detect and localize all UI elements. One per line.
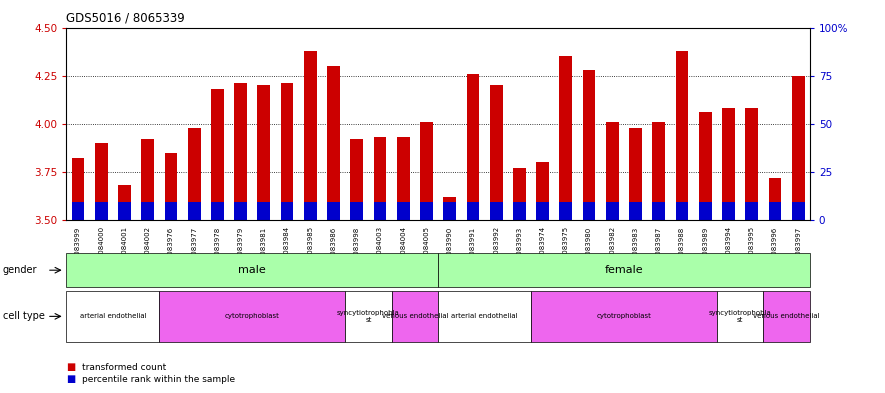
Bar (513, 168, 526, 220)
Text: syncytiotrophobla
st: syncytiotrophobla st (709, 310, 772, 323)
Bar (350, 139, 363, 220)
Text: arterial endothelial: arterial endothelial (80, 313, 146, 320)
Bar (536, 162, 549, 220)
Bar (188, 128, 201, 220)
Bar (373, 137, 387, 220)
Bar (606, 122, 619, 220)
Bar (420, 202, 433, 220)
Bar (142, 139, 154, 220)
Bar (722, 202, 735, 220)
Bar (629, 128, 642, 220)
Text: syncytiotrophobla
st: syncytiotrophobla st (337, 310, 400, 323)
Bar (768, 202, 781, 220)
Bar (582, 70, 596, 220)
Bar (396, 137, 410, 220)
Bar (281, 83, 294, 220)
Bar (118, 185, 131, 220)
Bar (722, 108, 735, 220)
Text: transformed count: transformed count (82, 363, 166, 372)
Text: cytotrophoblast: cytotrophoblast (225, 313, 280, 320)
Bar (536, 202, 549, 220)
Bar (792, 202, 804, 220)
Bar (327, 202, 340, 220)
Bar (95, 202, 108, 220)
Bar (188, 202, 201, 220)
Bar (768, 178, 781, 220)
Bar (373, 202, 387, 220)
Bar (559, 202, 573, 220)
Bar (235, 202, 247, 220)
Bar (142, 202, 154, 220)
Text: female: female (604, 265, 643, 275)
Bar (652, 202, 666, 220)
Bar (235, 83, 247, 220)
Text: percentile rank within the sample: percentile rank within the sample (82, 375, 235, 384)
Text: venous endothelial: venous endothelial (381, 313, 448, 320)
Bar (443, 202, 456, 220)
Bar (211, 89, 224, 220)
Bar (118, 202, 131, 220)
Bar (396, 202, 410, 220)
Bar (211, 202, 224, 220)
Bar (699, 112, 712, 220)
Bar (165, 202, 177, 220)
Bar (443, 197, 456, 220)
Bar (304, 202, 317, 220)
Bar (95, 143, 108, 220)
Bar (165, 152, 177, 220)
Bar (489, 85, 503, 220)
Bar (629, 202, 642, 220)
Bar (792, 75, 804, 220)
Bar (72, 158, 84, 220)
Bar (466, 74, 480, 220)
Text: GDS5016 / 8065339: GDS5016 / 8065339 (66, 12, 185, 25)
Bar (513, 202, 526, 220)
Text: male: male (238, 265, 266, 275)
Bar (281, 202, 294, 220)
Bar (258, 202, 270, 220)
Text: ■: ■ (66, 362, 75, 373)
Bar (675, 202, 689, 220)
Bar (652, 122, 666, 220)
Bar (745, 108, 758, 220)
Text: cytotrophoblast: cytotrophoblast (596, 313, 651, 320)
Bar (350, 202, 363, 220)
Bar (327, 66, 340, 220)
Bar (466, 202, 480, 220)
Text: gender: gender (3, 265, 37, 275)
Bar (72, 202, 84, 220)
Bar (420, 122, 433, 220)
Bar (675, 51, 689, 220)
Text: arterial endothelial: arterial endothelial (451, 313, 518, 320)
Bar (582, 202, 596, 220)
Bar (258, 85, 270, 220)
Bar (559, 57, 573, 220)
Text: cell type: cell type (3, 311, 44, 321)
Bar (304, 51, 317, 220)
Text: venous endothelial: venous endothelial (753, 313, 820, 320)
Text: ■: ■ (66, 374, 75, 384)
Bar (489, 202, 503, 220)
Bar (606, 202, 619, 220)
Bar (699, 202, 712, 220)
Bar (745, 202, 758, 220)
